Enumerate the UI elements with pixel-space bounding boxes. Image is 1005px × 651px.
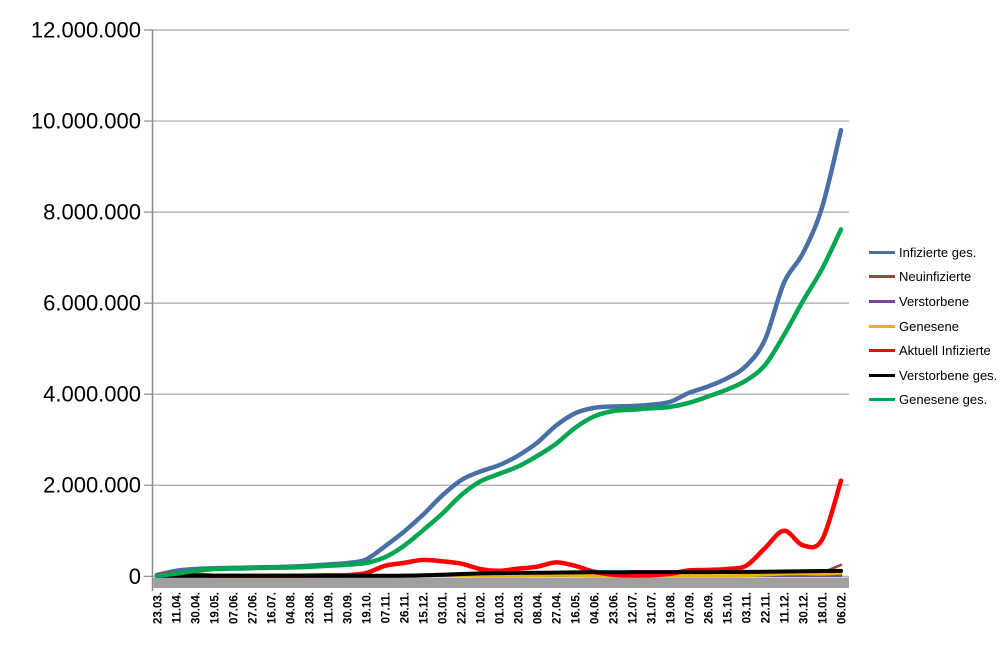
x-axis-label: 15.10. xyxy=(723,592,735,624)
series-line-infizierte-ges xyxy=(154,127,844,578)
x-axis-baseline-bar xyxy=(153,577,849,588)
x-axis-label: 06.02. xyxy=(837,592,849,624)
y-axis-label: 12.000.000 xyxy=(31,18,141,43)
x-axis-label: 11.12. xyxy=(780,592,792,623)
x-axis-label: 15.12. xyxy=(419,592,431,624)
x-axis-label: 07.11. xyxy=(381,592,393,623)
x-axis-label: 16.05. xyxy=(571,592,583,624)
legend: Infizierte ges. Neuinfizierte Verstorben… xyxy=(869,240,997,412)
x-axis-label: 03.01. xyxy=(438,592,450,624)
y-axis-label: 6.000.000 xyxy=(43,291,141,316)
x-axis-label: 23.06. xyxy=(609,592,621,624)
legend-swatch-icon xyxy=(869,398,895,402)
x-axis-label: 19.08. xyxy=(666,592,678,624)
series-line-verstorbene-ges xyxy=(155,568,843,578)
y-axis-label: 2.000.000 xyxy=(43,473,141,498)
x-axis-label: 26.11. xyxy=(400,592,412,623)
legend-label: Infizierte ges. xyxy=(899,244,977,260)
series-line-genesene-ges xyxy=(154,227,844,579)
legend-item-neuinfizierte: Neuinfizierte xyxy=(869,265,997,290)
legend-item-verstorbene: Verstorbene xyxy=(869,289,997,314)
legend-label: Verstorbene ges. xyxy=(899,367,998,383)
x-axis-label: 22.01. xyxy=(457,592,469,624)
legend-label: Genesene ges. xyxy=(899,392,988,408)
x-axis-label: 22.11. xyxy=(761,592,773,623)
y-axis-label: 4.000.000 xyxy=(43,382,141,407)
series-line-aktuell-infizierte xyxy=(154,478,844,579)
legend-item-infizierte-ges: Infizierte ges. xyxy=(869,240,997,265)
x-axis-label: 19.05. xyxy=(210,592,222,624)
legend-label: Genesene xyxy=(899,318,959,334)
x-axis-label: 27.04. xyxy=(552,592,564,624)
legend-item-genesene: Genesene xyxy=(869,314,997,339)
x-axis-label: 18.01. xyxy=(818,592,830,624)
legend-swatch-icon xyxy=(869,373,895,377)
x-axis-label: 04.06. xyxy=(590,592,602,624)
x-axis-label: 30.09. xyxy=(343,592,355,624)
x-axis-label: 04.08. xyxy=(286,592,298,624)
x-axis-label: 19.10. xyxy=(362,592,374,624)
legend-label: Aktuell Infizierte xyxy=(899,343,991,359)
legend-label: Verstorbene xyxy=(899,293,970,309)
x-axis-label: 26.09. xyxy=(704,592,716,624)
x-axis-label: 07.06. xyxy=(229,592,241,624)
x-axis-label: 01.03. xyxy=(495,592,507,624)
x-axis-label: 27.06. xyxy=(248,592,260,624)
legend-swatch-icon xyxy=(869,250,895,254)
x-axis-label: 03.11. xyxy=(742,592,754,623)
x-axis-label: 16.07. xyxy=(267,592,279,624)
legend-item-genesene-ges: Genesene ges. xyxy=(869,388,997,413)
legend-swatch-icon xyxy=(869,324,895,328)
x-axis-label: 23.03. xyxy=(153,592,165,624)
x-axis-label: 20.03. xyxy=(514,592,526,624)
y-axis-label: 10.000.000 xyxy=(31,109,141,134)
legend-label: Neuinfizierte xyxy=(899,269,972,285)
legend-item-aktuell-infizierte: Aktuell Infizierte xyxy=(869,338,997,363)
legend-item-verstorbene-ges: Verstorbene ges. xyxy=(869,363,997,388)
x-axis-label: 23.08. xyxy=(305,592,317,624)
x-axis-label: 11.09. xyxy=(324,592,336,623)
x-axis-label: 30.12. xyxy=(799,592,811,624)
x-axis-label: 12.07. xyxy=(628,592,640,624)
x-axis-label: 08.04. xyxy=(533,592,545,624)
x-axis-label: 31.07. xyxy=(647,592,659,624)
x-axis-label: 10.02. xyxy=(476,592,488,624)
y-axis-label: 0 xyxy=(129,564,141,589)
y-axis-label: 8.000.000 xyxy=(43,200,141,225)
legend-swatch-icon xyxy=(869,349,895,353)
legend-swatch-icon xyxy=(869,275,895,279)
legend-swatch-icon xyxy=(869,299,895,303)
x-axis-label: 11.04. xyxy=(172,592,184,623)
x-axis-label: 30.04. xyxy=(191,592,203,624)
x-axis-label: 07.09. xyxy=(685,592,697,624)
